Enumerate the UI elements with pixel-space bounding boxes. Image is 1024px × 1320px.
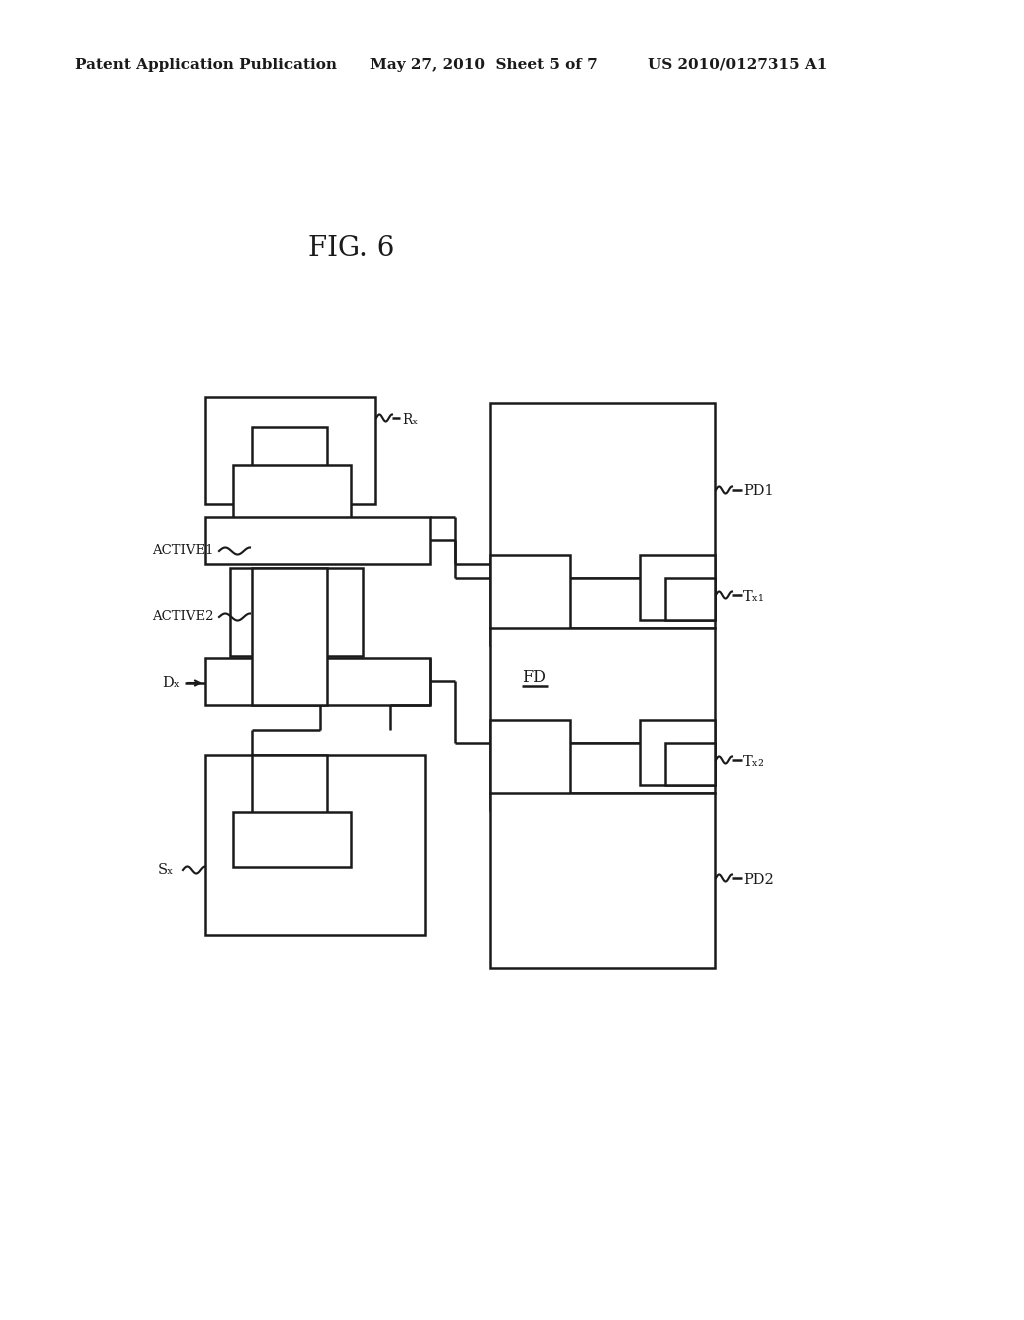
Bar [252, 426, 327, 524]
Text: Patent Application Publication: Patent Application Publication [75, 58, 337, 73]
Bar [230, 568, 362, 656]
Text: FD: FD [522, 669, 546, 686]
Bar [640, 719, 715, 785]
Bar [490, 628, 715, 743]
Text: PD2: PD2 [743, 873, 774, 887]
Bar [665, 743, 715, 785]
Text: Dₓ: Dₓ [162, 676, 180, 690]
Bar [490, 719, 570, 810]
Bar [490, 793, 715, 968]
Bar [665, 578, 715, 620]
Bar [490, 403, 715, 578]
Text: Tₓ₂: Tₓ₂ [743, 755, 765, 770]
Bar [233, 812, 351, 867]
Bar [640, 554, 715, 620]
Bar [490, 578, 715, 628]
Bar [233, 465, 351, 520]
Text: Sₓ: Sₓ [158, 863, 174, 876]
Text: ACTIVE2: ACTIVE2 [152, 610, 213, 623]
Bar [252, 568, 327, 705]
Text: ACTIVE1: ACTIVE1 [152, 544, 213, 557]
Bar [205, 517, 430, 564]
Text: Tₓ₁: Tₓ₁ [743, 590, 765, 605]
Text: May 27, 2010  Sheet 5 of 7: May 27, 2010 Sheet 5 of 7 [370, 58, 598, 73]
Bar [205, 755, 425, 935]
Text: PD1: PD1 [743, 484, 773, 498]
Text: Rₓ: Rₓ [402, 413, 418, 426]
Bar [205, 657, 430, 705]
Text: FIG. 6: FIG. 6 [308, 235, 394, 261]
Text: US 2010/0127315 A1: US 2010/0127315 A1 [648, 58, 827, 73]
Bar [252, 755, 327, 851]
Bar [490, 554, 570, 645]
Bar [490, 743, 715, 793]
Bar [205, 397, 375, 504]
